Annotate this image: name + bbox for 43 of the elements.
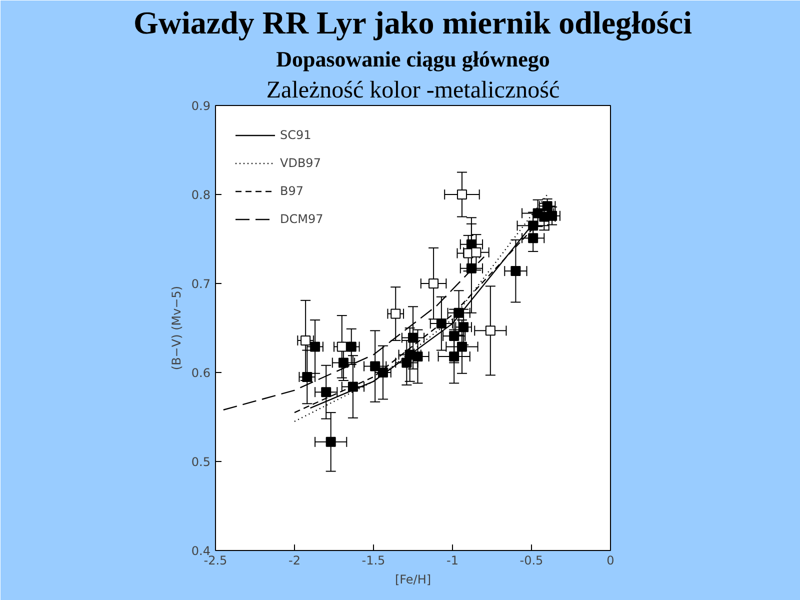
point [456, 342, 467, 352]
y-tick-label: 0.6 [191, 366, 211, 380]
point [310, 342, 320, 352]
point [436, 318, 446, 329]
x-axis-title: [Fe/H] [394, 572, 432, 586]
point [510, 266, 521, 276]
x-tick-label: -1 [446, 554, 458, 568]
point [449, 331, 460, 342]
legend-label: VDB97 [280, 156, 321, 170]
point [370, 361, 380, 372]
point [428, 278, 439, 288]
point [336, 342, 347, 352]
point [408, 332, 418, 343]
y-tick-label: 0.5 [191, 455, 211, 469]
legend-label: SC91 [280, 128, 312, 142]
legend-label: B97 [280, 184, 304, 198]
point [321, 387, 332, 398]
point [485, 326, 496, 336]
y-tick-label: 0.7 [191, 277, 211, 291]
point [471, 247, 482, 258]
legend-label: DCM97 [280, 212, 324, 226]
point [300, 335, 311, 346]
point [458, 322, 469, 332]
point [449, 351, 460, 362]
point [346, 342, 356, 352]
x-tick-label: -2 [288, 554, 300, 568]
point [326, 436, 336, 447]
chart-subtitle: Dopasowanie ciągu głównego [276, 46, 550, 72]
x-tick-label: 0 [606, 554, 614, 568]
point [390, 308, 401, 319]
point [528, 233, 538, 244]
point [412, 351, 423, 362]
point [302, 372, 312, 382]
y-axis-title: (B−V) (Mv−5) [169, 286, 184, 370]
point [456, 190, 467, 200]
chart-title: Gwiazdy RR Lyr jako miernik odległości [133, 4, 692, 42]
text: Zależność kolor -metaliczność [266, 78, 560, 104]
point [542, 201, 552, 212]
x-tick-label: -1.5 [362, 554, 386, 568]
x-tick-label: -0.5 [520, 554, 544, 568]
y-tick-label: 0.9 [191, 99, 211, 113]
y-tick-label: 0.8 [191, 188, 211, 202]
point [338, 358, 348, 368]
